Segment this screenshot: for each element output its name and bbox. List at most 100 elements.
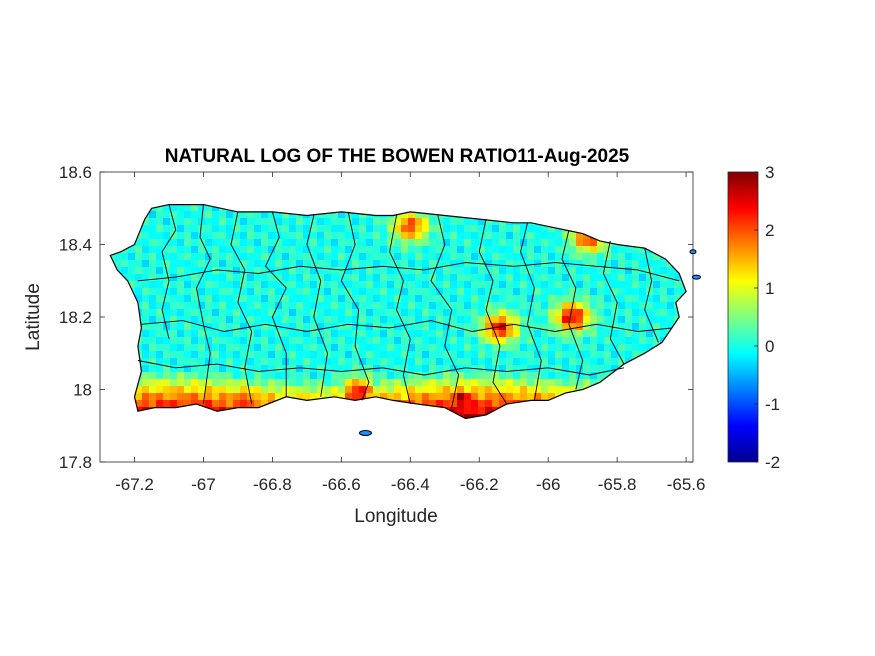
heat-cell bbox=[205, 260, 213, 268]
heat-cell bbox=[149, 267, 157, 275]
heat-cell bbox=[156, 386, 164, 394]
heat-cell bbox=[520, 232, 528, 240]
heat-cell bbox=[387, 393, 395, 401]
heat-cell bbox=[457, 246, 465, 254]
heat-cell bbox=[366, 302, 374, 310]
heat-cell bbox=[247, 379, 255, 387]
heat-cell bbox=[254, 260, 262, 268]
heat-cell bbox=[520, 309, 528, 317]
heat-cell bbox=[506, 232, 514, 240]
heat-cell bbox=[191, 351, 199, 359]
heat-cell bbox=[583, 365, 591, 373]
heat-cell bbox=[233, 351, 241, 359]
heat-cell bbox=[443, 253, 451, 261]
heat-cell bbox=[219, 393, 227, 401]
heat-cell bbox=[520, 274, 528, 282]
heat-cell bbox=[387, 302, 395, 310]
heat-cell bbox=[464, 253, 472, 261]
heat-cell bbox=[513, 372, 521, 380]
heat-cell bbox=[520, 379, 528, 387]
heat-cell bbox=[429, 344, 437, 352]
heat-cell bbox=[618, 309, 626, 317]
heat-cell bbox=[359, 260, 367, 268]
heat-cell bbox=[184, 260, 192, 268]
heat-cell bbox=[303, 386, 311, 394]
heat-cell bbox=[338, 358, 346, 366]
heat-cell bbox=[373, 260, 381, 268]
heat-cell bbox=[401, 358, 409, 366]
heat-cell bbox=[338, 344, 346, 352]
heat-cell bbox=[492, 246, 500, 254]
heat-cell bbox=[401, 239, 409, 247]
heat-cell bbox=[142, 253, 150, 261]
heat-cell bbox=[639, 274, 647, 282]
heat-cell bbox=[359, 386, 367, 394]
heat-cell bbox=[485, 386, 493, 394]
heat-cell bbox=[275, 239, 283, 247]
heat-cell bbox=[471, 351, 479, 359]
heat-cell bbox=[415, 274, 423, 282]
heat-cell bbox=[380, 274, 388, 282]
heat-cell bbox=[660, 302, 668, 310]
heat-cell bbox=[177, 344, 185, 352]
heat-cell bbox=[233, 337, 241, 345]
heat-cell bbox=[198, 316, 206, 324]
heat-cell bbox=[408, 288, 416, 296]
heat-cell bbox=[429, 330, 437, 338]
heat-cell bbox=[191, 358, 199, 366]
heat-cell bbox=[275, 260, 283, 268]
heat-cell bbox=[422, 225, 430, 233]
heat-cell bbox=[226, 358, 234, 366]
heat-cell bbox=[359, 379, 367, 387]
heat-cell bbox=[268, 232, 276, 240]
heat-cell bbox=[296, 225, 304, 233]
heat-cell bbox=[373, 225, 381, 233]
heat-cell bbox=[247, 281, 255, 289]
heat-cell bbox=[436, 316, 444, 324]
heat-cell bbox=[646, 295, 654, 303]
heat-cell bbox=[303, 393, 311, 401]
heat-cell bbox=[268, 281, 276, 289]
heat-cell bbox=[387, 218, 395, 226]
heat-cell bbox=[618, 253, 626, 261]
heat-cell bbox=[296, 281, 304, 289]
heat-cell bbox=[436, 323, 444, 331]
heat-cell bbox=[569, 351, 577, 359]
heat-cell bbox=[632, 337, 640, 345]
heat-cell bbox=[457, 239, 465, 247]
heat-cell bbox=[443, 323, 451, 331]
heat-cell bbox=[653, 337, 661, 345]
heat-cell bbox=[527, 309, 535, 317]
heat-cell bbox=[653, 330, 661, 338]
heat-cell bbox=[317, 211, 325, 219]
heat-cell bbox=[646, 260, 654, 268]
heat-cell bbox=[555, 246, 563, 254]
heat-cell bbox=[170, 204, 178, 212]
heat-cell bbox=[457, 351, 465, 359]
heat-cell bbox=[443, 295, 451, 303]
islet bbox=[691, 274, 701, 280]
heat-cell bbox=[429, 246, 437, 254]
heat-cell bbox=[674, 274, 682, 282]
heat-cell bbox=[513, 309, 521, 317]
heat-cell bbox=[520, 372, 528, 380]
heat-cell bbox=[275, 295, 283, 303]
heat-cell bbox=[499, 302, 507, 310]
heat-cell bbox=[443, 386, 451, 394]
heat-cell bbox=[520, 330, 528, 338]
heat-cell bbox=[429, 260, 437, 268]
heat-cell bbox=[548, 260, 556, 268]
heat-cell bbox=[289, 253, 297, 261]
heat-cell bbox=[457, 302, 465, 310]
heat-cell bbox=[583, 239, 591, 247]
heat-cell bbox=[289, 316, 297, 324]
heat-cell bbox=[401, 267, 409, 275]
heat-cell bbox=[289, 225, 297, 233]
heat-cell bbox=[562, 274, 570, 282]
heat-cell bbox=[303, 351, 311, 359]
heat-cell bbox=[436, 379, 444, 387]
heat-cell bbox=[345, 358, 353, 366]
heat-cell bbox=[184, 400, 192, 408]
heat-cell bbox=[394, 288, 402, 296]
